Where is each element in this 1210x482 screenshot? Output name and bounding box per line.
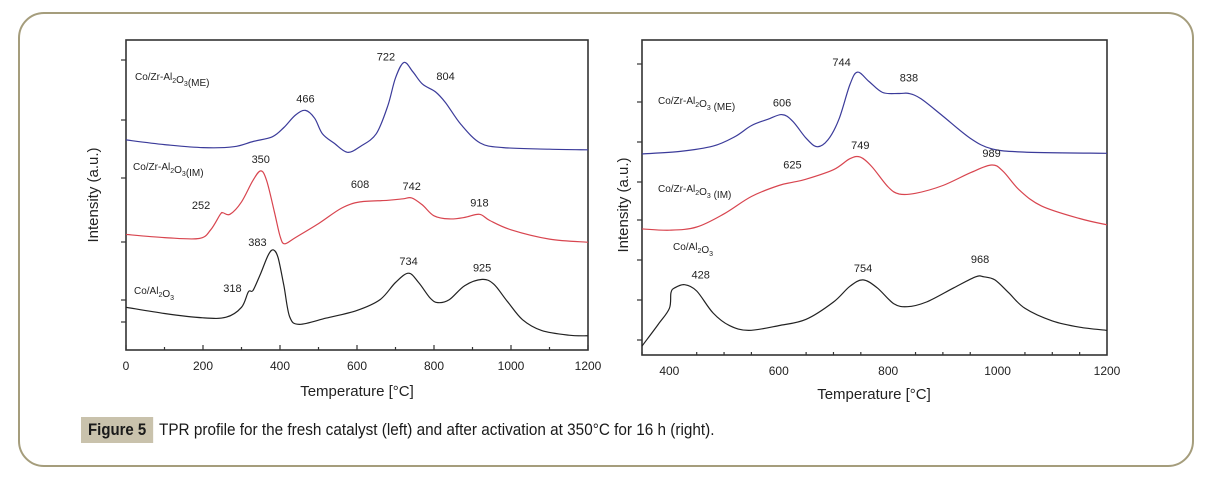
x-tick-label: 400 (270, 359, 290, 373)
label-subscript: 2 (172, 78, 176, 85)
series-label: Co/Zr-Al2O3(IM) (133, 162, 204, 179)
label-subscript: 2 (695, 102, 699, 109)
peak-label: 754 (854, 263, 872, 275)
peak-label: 383 (248, 237, 266, 249)
peak-label: 722 (377, 51, 395, 63)
label-subscript: 3 (707, 105, 711, 112)
label-part: Co/Al (673, 242, 697, 253)
peak-label: 606 (773, 98, 791, 110)
y-ticks (121, 59, 126, 323)
x-tick-label: 1200 (1094, 364, 1121, 378)
plot-frame (641, 39, 1108, 356)
label-part: (IM) (186, 168, 204, 179)
peak-label: 804 (436, 71, 454, 83)
label-subscript: 3 (170, 295, 174, 302)
label-part: Co/Zr-Al (658, 184, 695, 195)
series-line (125, 249, 589, 337)
label-subscript: 2 (170, 168, 174, 175)
label-part: (IM) (711, 190, 732, 201)
peak-label: 989 (982, 148, 1000, 160)
y-ticks (637, 63, 642, 341)
label-subscript: 3 (709, 251, 713, 258)
x-tick-label: 200 (193, 359, 213, 373)
series-label: Co/Al2O3 (134, 286, 174, 302)
x-tick-label: 1200 (575, 359, 602, 373)
label-part: O (174, 165, 182, 176)
x-tick-label: 800 (878, 364, 898, 378)
figure-frame (18, 12, 1194, 467)
label-subscript: 2 (158, 292, 162, 299)
peak-label: 608 (351, 179, 369, 191)
label-part: Co/Zr-Al (658, 96, 695, 107)
peak-label: 838 (900, 72, 918, 84)
x-ticks: 0 200 400 600 800 1000 1200 (123, 345, 602, 373)
x-tick-label: 600 (347, 359, 367, 373)
label-part: O (699, 99, 707, 110)
label-subscript: 3 (184, 81, 188, 88)
figure-caption: Figure 5 TPR profile for the fresh catal… (81, 417, 776, 443)
series-line (641, 275, 1108, 347)
peak-label: 925 (473, 262, 491, 274)
label-part: Co/Al (134, 286, 158, 297)
label-part: O (162, 289, 170, 300)
label-part: Co/Zr-Al (133, 162, 170, 173)
x-tick-label: 0 (123, 359, 130, 373)
peak-label: 918 (470, 197, 488, 209)
peak-label: 350 (252, 154, 270, 166)
label-subscript: 3 (707, 193, 711, 200)
label-subscript: 2 (697, 248, 701, 255)
peak-label: 749 (851, 140, 869, 152)
series-label: Co/Al2O3 (673, 242, 713, 258)
chart-left: 0 200 400 600 800 1000 1200 Co/Zr-Al2O3(ME)466… (85, 39, 602, 400)
caption-text: TPR profile for the fresh catalyst (left… (159, 420, 715, 439)
series-group: Co/Zr-Al2O3(ME)466722804Co/Zr-Al2O3(IM)2… (125, 51, 589, 337)
y-axis-label: Intensity (a.u.) (85, 147, 102, 242)
y-axis-label: Intensity (a.u.) (615, 157, 632, 252)
figure-label: Figure 5 (81, 417, 154, 443)
chart-right: 400 600 800 1000 1200 Co/Zr-Al2O3 (ME) 606744… (615, 39, 1121, 403)
peak-label: 466 (296, 93, 314, 105)
series-line (125, 170, 589, 245)
label-part: O (176, 75, 184, 86)
label-subscript: 2 (695, 190, 699, 197)
peak-label: 318 (223, 283, 241, 295)
series-label: Co/Zr-Al2O3 (ME) (658, 96, 735, 113)
x-tick-label: 800 (424, 359, 444, 373)
x-axis-label: Temperature [°C] (300, 383, 414, 400)
label-part: (ME) (188, 78, 210, 89)
peak-label: 734 (399, 256, 417, 268)
x-tick-label: 400 (659, 364, 679, 378)
label-subscript: 3 (182, 171, 186, 178)
x-ticks: 400 600 800 1000 1200 (641, 352, 1121, 378)
peak-label: 625 (783, 159, 801, 171)
series-label: Co/Zr-Al2O3 (IM) (658, 184, 731, 201)
label-part: (ME) (711, 102, 735, 113)
series-line (641, 155, 1108, 231)
peak-label: 428 (691, 270, 709, 282)
label-part: Co/Zr-Al (135, 72, 172, 83)
peak-label: 968 (971, 254, 989, 266)
series-label: Co/Zr-Al2O3(ME) (135, 72, 210, 89)
peak-label: 252 (192, 200, 210, 212)
x-tick-label: 1000 (498, 359, 525, 373)
label-part: O (701, 245, 709, 256)
x-tick-label: 600 (769, 364, 789, 378)
x-axis-label: Temperature [°C] (817, 386, 931, 403)
series-line (125, 61, 589, 153)
series-line (641, 71, 1108, 155)
label-part: O (699, 187, 707, 198)
x-tick-label: 1000 (984, 364, 1011, 378)
peak-label: 742 (402, 181, 420, 193)
peak-label: 744 (832, 57, 850, 69)
